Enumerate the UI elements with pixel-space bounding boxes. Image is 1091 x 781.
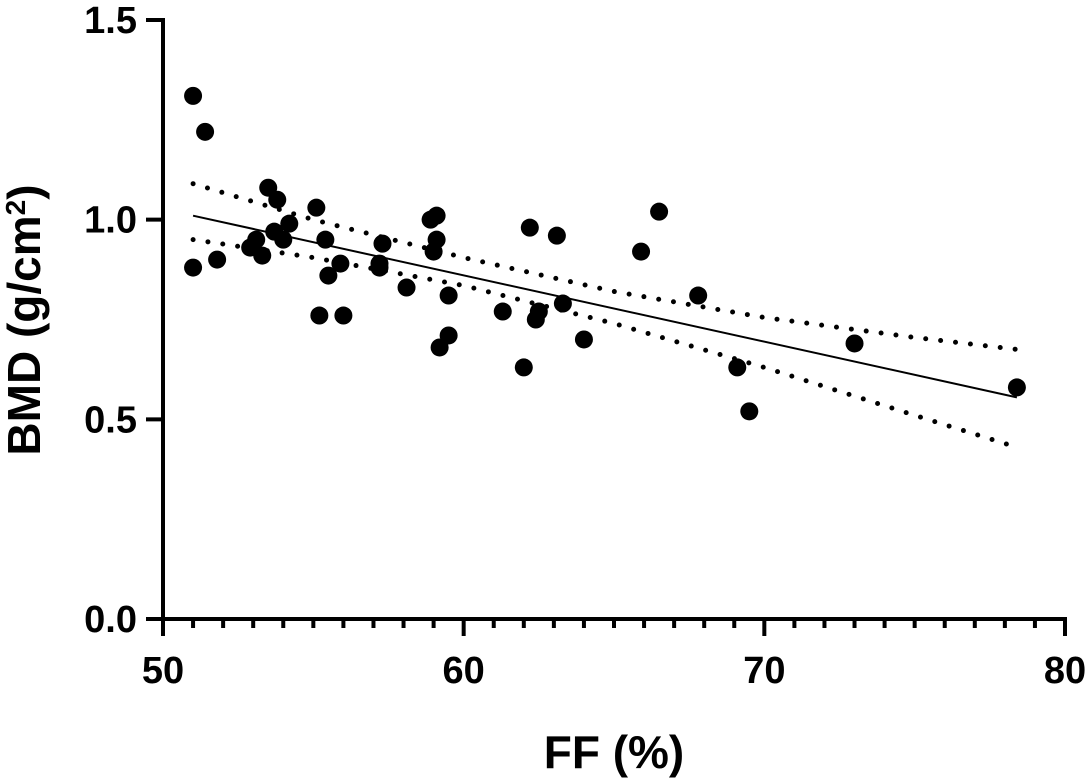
- data-point: [574, 330, 593, 349]
- data-point: [370, 258, 389, 277]
- data-point: [632, 242, 651, 261]
- data-point: [493, 302, 512, 321]
- data-point: [1007, 378, 1026, 397]
- data-point: [439, 326, 458, 345]
- y-tick-label: 0.5: [84, 399, 137, 441]
- data-point: [331, 254, 350, 273]
- data-point: [274, 230, 293, 249]
- x-tick-label: 50: [142, 650, 184, 692]
- data-point: [196, 122, 215, 141]
- data-point: [208, 250, 227, 269]
- data-point: [184, 258, 203, 277]
- data-point: [845, 334, 864, 353]
- data-point: [553, 294, 572, 313]
- data-point: [316, 230, 335, 249]
- x-tick-label: 60: [443, 650, 485, 692]
- y-axis-title-main: BMD (g/cm: [0, 215, 50, 455]
- y-tick-label: 1.0: [84, 200, 137, 242]
- data-point: [397, 278, 416, 297]
- data-point: [373, 234, 392, 253]
- data-point: [439, 286, 458, 305]
- data-point: [740, 402, 759, 421]
- x-tick-label: 80: [1044, 650, 1086, 692]
- y-axis-title: BMD (g/cm2): [0, 184, 50, 455]
- data-point: [650, 202, 669, 221]
- confidence-band-lower: [190, 237, 1020, 450]
- data-point: [253, 246, 272, 265]
- data-point: [310, 306, 329, 325]
- data-point: [427, 206, 446, 225]
- data-point: [307, 198, 326, 217]
- data-point: [728, 358, 747, 377]
- data-point: [547, 226, 566, 245]
- data-point: [334, 306, 353, 325]
- data-point: [247, 230, 266, 249]
- data-point: [689, 286, 708, 305]
- data-point: [520, 218, 539, 237]
- data-point: [268, 190, 287, 209]
- data-point: [427, 230, 446, 249]
- data-point: [319, 266, 338, 285]
- x-axis-title: FF (%): [544, 726, 685, 778]
- confidence-band-upper: [190, 181, 1020, 352]
- plot-marks: [184, 86, 1026, 450]
- y-axis-title-close: ): [0, 184, 50, 199]
- y-axis-title-superscript: 2: [0, 200, 31, 216]
- y-tick-label: 1.5: [84, 0, 137, 42]
- data-point: [529, 302, 548, 321]
- x-tick-label: 70: [743, 650, 785, 692]
- data-point: [280, 214, 299, 233]
- data-point: [184, 86, 203, 105]
- y-axis: 0.0 0.5 1.0 1.5: [84, 0, 165, 641]
- regression-line: [192, 214, 1018, 399]
- data-point: [514, 358, 533, 377]
- y-tick-label: 0.0: [84, 599, 137, 641]
- x-axis: 50 60 70 80: [142, 617, 1086, 692]
